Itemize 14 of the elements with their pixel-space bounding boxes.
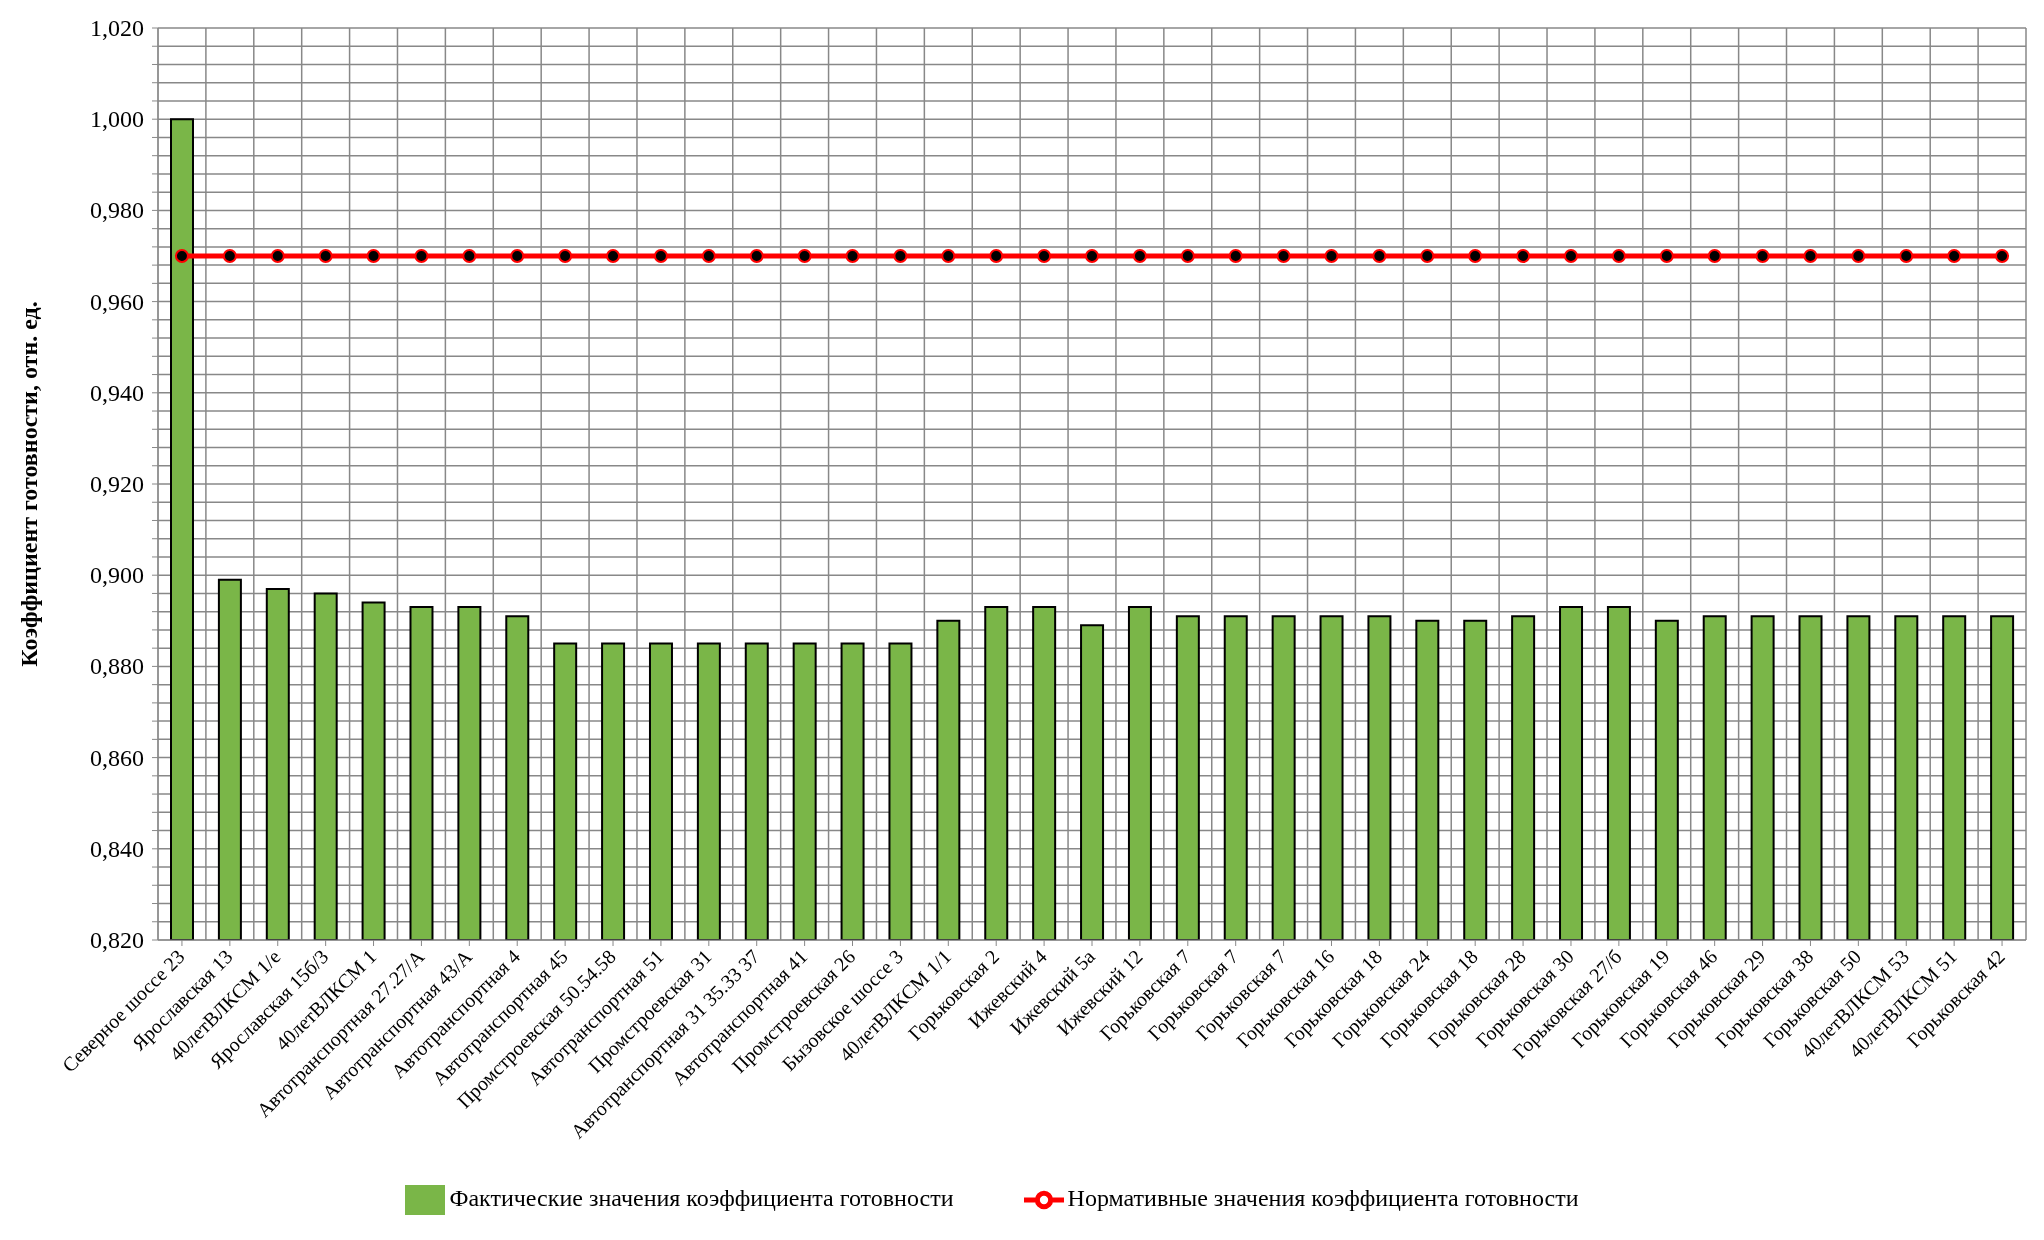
y-tick-label: 0,860	[90, 744, 144, 771]
y-tick-label: 1,020	[90, 15, 144, 41]
y-tick-label: 1,000	[90, 106, 144, 133]
y-tick-label: 0,820	[90, 927, 144, 953]
y-tick-label: 0,940	[90, 379, 144, 406]
y-tick-label: 0,920	[90, 471, 144, 497]
y-tick-label: 0,980	[90, 197, 144, 224]
y-tick-label: 0,880	[90, 653, 144, 680]
y-tick-label: 0,960	[90, 288, 144, 315]
y-tick-label: 0,900	[90, 562, 144, 589]
y-tick-label: 0,840	[90, 835, 144, 862]
y-axis-title: Коэффициент готовности, отн. ед.	[15, 301, 42, 667]
legend-label: Фактические значения коэффициента готовности	[449, 1184, 954, 1211]
legend-label: Нормативные значения коэффициента готовности	[1067, 1184, 1579, 1211]
